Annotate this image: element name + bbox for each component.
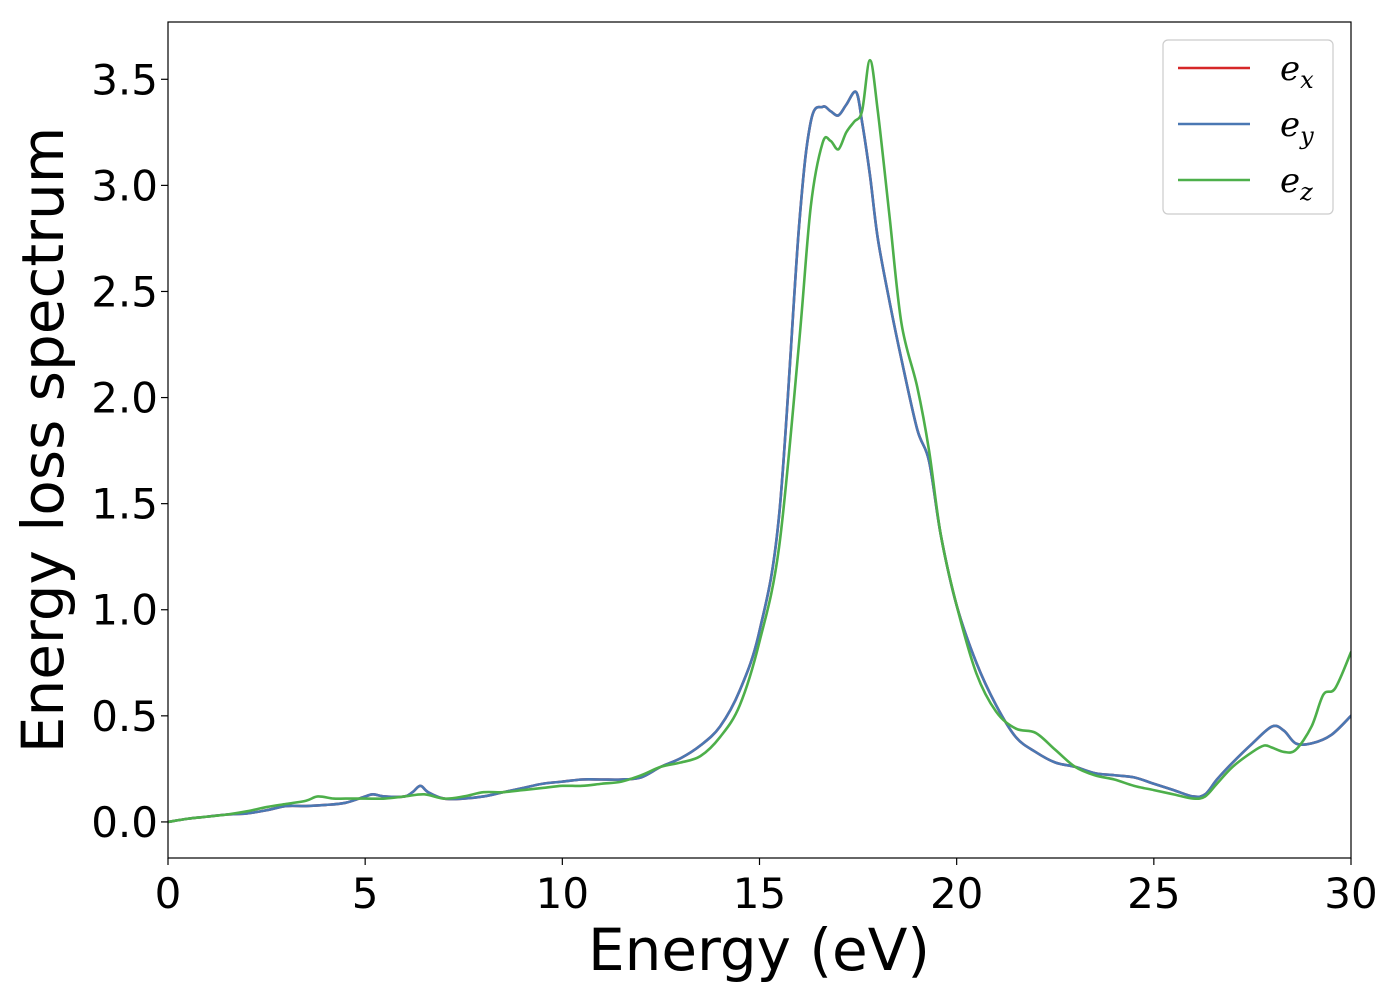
y-axis: 0.0 0.5 1.0 1.5 2.0 2.5 3.0 3.5 (91, 55, 168, 847)
x-tick-label: 0 (155, 869, 182, 918)
x-tick-label: 10 (536, 869, 589, 918)
y-tick-label: 1.5 (91, 480, 158, 529)
legend-label-y: ey (1280, 105, 1314, 150)
x-tick-label: 30 (1324, 869, 1377, 918)
y-tick-label: 2.5 (91, 267, 158, 316)
x-axis: 0 5 10 15 20 25 30 (155, 858, 1378, 918)
y-axis-title: Energy loss spectrum (9, 127, 77, 753)
series-line-z (168, 58, 1351, 824)
x-tick-label: 20 (930, 869, 983, 918)
series-line-y (168, 90, 1351, 824)
x-tick-label: 25 (1127, 869, 1180, 918)
x-tick-label: 5 (352, 869, 379, 918)
legend-label-x: ex (1280, 49, 1314, 94)
y-tick-label: 3.5 (91, 55, 158, 104)
y-tick-label: 1.0 (91, 586, 158, 635)
legend: ex ey ez (1162, 39, 1334, 215)
x-axis-title: Energy (eV) (588, 916, 930, 984)
y-tick-label: 2.0 (91, 374, 158, 423)
y-tick-label: 0.0 (91, 798, 158, 847)
y-tick-label: 3.0 (91, 161, 158, 210)
legend-box (1162, 39, 1334, 215)
y-tick-label: 0.5 (91, 692, 158, 741)
series-layer (168, 58, 1351, 824)
legend-label-z: ez (1280, 161, 1313, 206)
x-tick-label: 15 (733, 869, 786, 918)
